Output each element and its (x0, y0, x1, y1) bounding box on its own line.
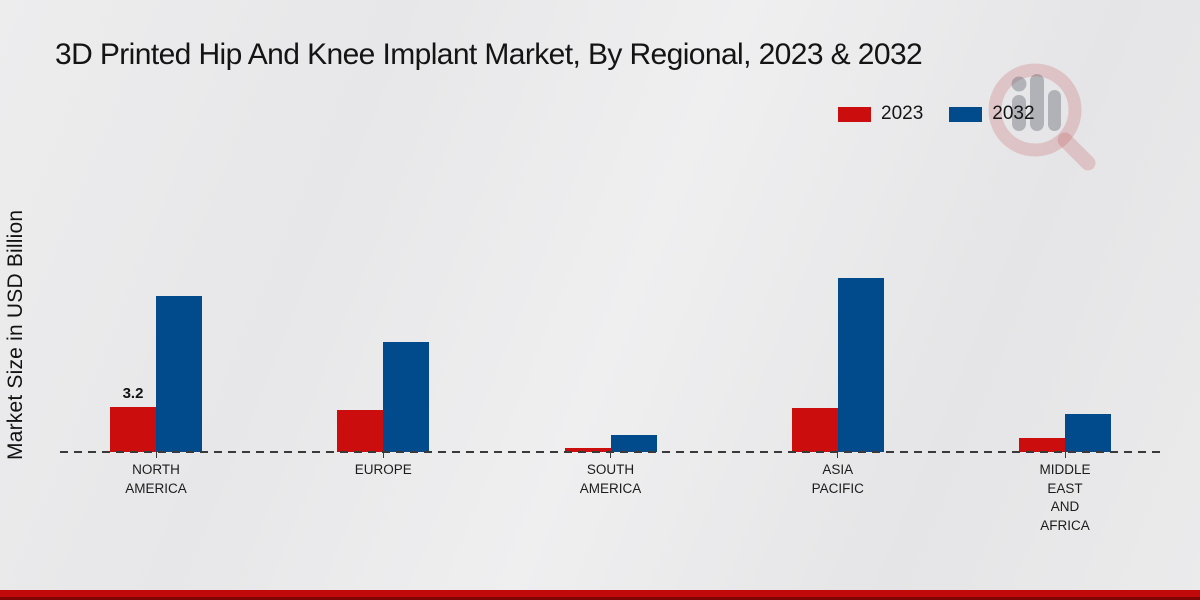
bar-value-label: 3.2 (122, 385, 144, 402)
bar-2023-europe (337, 409, 384, 452)
x-axis-tick-south-america (610, 452, 611, 458)
bar-2023-south-america (564, 447, 611, 452)
x-axis-label-europe: EUROPE (354, 462, 412, 477)
bar-2032-asia-pacific (837, 277, 884, 452)
footer-accent-bar (0, 590, 1200, 597)
x-axis-tick-north-america (155, 452, 157, 458)
x-axis-label-asia-pacific: ASIA PACIFIC (811, 462, 864, 496)
y-axis-title: Market Size in USD Billion (4, 209, 27, 461)
legend-label-2023: 2023 (881, 103, 924, 124)
chart-title: 3D Printed Hip And Knee Implant Market, … (55, 38, 923, 71)
bar-2023-middle-east-and-africa (1019, 437, 1065, 452)
x-axis-tick-asia-pacific (837, 452, 839, 458)
x-axis-label-south-america: SOUTH AMERICA (579, 462, 642, 496)
bar-2032-north-america (156, 295, 202, 452)
mrfr-logo-watermark (988, 63, 1096, 171)
bar-2032-middle-east-and-africa (1065, 414, 1111, 452)
footer-accent-bar-shadow (0, 597, 1200, 600)
legend-item-2023[interactable]: 2023 (838, 103, 923, 125)
legend-item-2032[interactable]: 2032 (949, 103, 1035, 125)
bar-2032-europe (383, 342, 430, 452)
bar-2023-asia-pacific (791, 408, 838, 452)
x-axis-label-middle-east-and-africa: MIDDLE EAST AND AFRICA (1039, 462, 1091, 533)
legend-label-2032: 2032 (992, 103, 1035, 124)
bar-2032-south-america (610, 435, 657, 452)
x-axis-tick-middle-east-and-africa (1064, 452, 1066, 458)
x-axis-label-north-america: NORTH AMERICA (125, 462, 187, 496)
x-axis-baseline (60, 451, 1160, 453)
x-axis-tick-europe (382, 452, 384, 458)
bar-2023-north-america (110, 407, 156, 452)
legend-swatch-2023 (838, 106, 871, 122)
legend-swatch-2032 (949, 106, 983, 122)
legend: 2023 2032 (838, 103, 1035, 125)
